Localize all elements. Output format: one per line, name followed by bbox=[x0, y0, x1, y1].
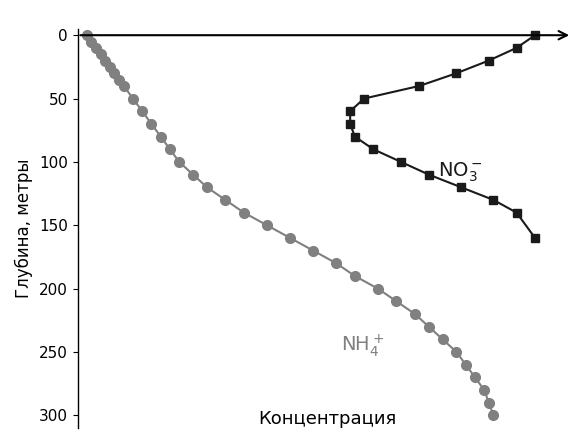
Text: NO$_3^-$: NO$_3^-$ bbox=[438, 160, 483, 184]
Y-axis label: Глубина, метры: Глубина, метры bbox=[15, 159, 33, 298]
Text: NH$_4^+$: NH$_4^+$ bbox=[341, 332, 384, 359]
Text: Концентрация: Концентрация bbox=[258, 410, 396, 428]
